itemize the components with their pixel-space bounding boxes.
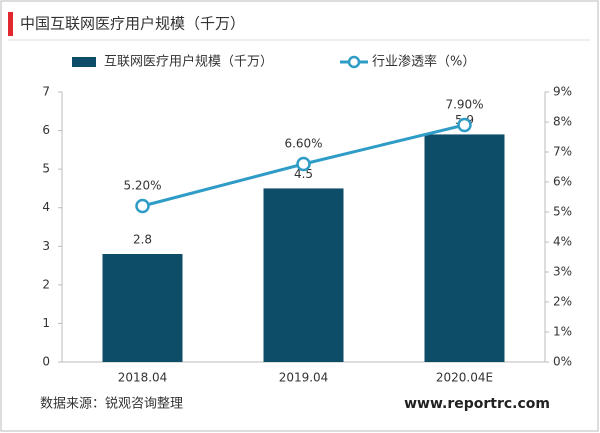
title-marker [8,12,13,36]
y2-tick-label: 0% [553,355,572,369]
x-tick-label: 2018.04 [118,371,168,385]
bar [263,188,344,362]
y2-tick-label: 9% [553,85,572,99]
legend-marker [347,55,361,69]
y2-tick-label: 4% [553,235,572,249]
watermark: www.reportrc.com [404,396,550,412]
y-tick-label: 6 [42,123,50,137]
y-tick-label: 5 [42,162,50,176]
y2-tick-label: 5% [553,205,572,219]
x-tick-label: 2020.04E [436,371,493,385]
y-tick-label: 4 [42,200,50,214]
y2-tick-label: 3% [553,265,572,279]
y-tick-label: 0 [42,355,50,369]
y2-tick-label: 7% [553,145,572,159]
line-point [296,156,311,172]
bar-value-label: 4.5 [294,167,313,181]
source: 数据来源：锐观咨询整理 [40,397,183,412]
y-tick-label: 3 [42,239,50,253]
bar [424,134,505,362]
line-value-label: 6.60% [284,137,322,151]
legend-label: 互联网医疗用户规模（千万） [104,54,273,70]
legend-swatch [72,57,96,67]
bar-value-label: 2.8 [133,233,152,247]
y2-tick-label: 2% [553,295,572,309]
line-point [135,198,150,214]
y-tick-label: 2 [42,277,50,291]
y2-tick-label: 8% [553,115,572,129]
line-point [457,117,472,133]
y-tick-label: 1 [42,316,50,330]
legend-label: 行业渗透率（%） [372,54,475,70]
y2-tick-label: 1% [553,325,572,339]
bar [102,254,183,362]
line-value-label: 7.90% [445,98,483,112]
line-value-label: 5.20% [123,179,161,193]
y-tick-label: 7 [42,85,50,99]
y2-tick-label: 6% [553,175,572,189]
x-tick-label: 2019.04 [279,371,329,385]
chart-title: 中国互联网医疗用户规模（千万） [20,15,245,33]
